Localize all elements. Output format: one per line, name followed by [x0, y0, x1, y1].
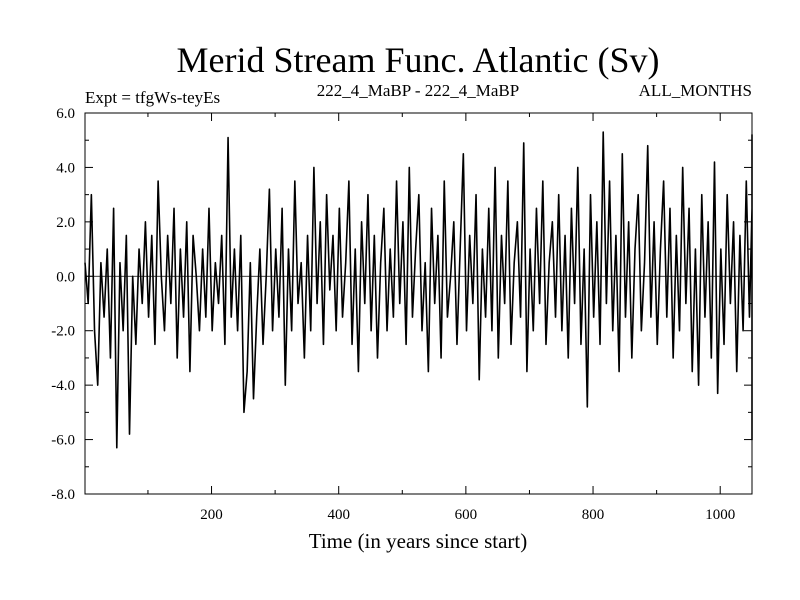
chart-title: Merid Stream Func. Atlantic (Sv): [177, 40, 660, 80]
y-tick-label: -2.0: [51, 324, 75, 340]
x-tick-label: 800: [582, 507, 605, 523]
y-tick-label: -8.0: [51, 487, 75, 503]
chart-subtitle-center: 222_4_MaBP - 222_4_MaBP: [317, 81, 519, 100]
x-tick-label: 600: [455, 507, 478, 523]
y-tick-label: 2.0: [56, 215, 75, 231]
x-tick-label: 200: [200, 507, 223, 523]
chart-subtitle-right: ALL_MONTHS: [639, 81, 752, 100]
y-tick-label: 4.0: [56, 160, 75, 176]
x-tick-label: 400: [327, 507, 350, 523]
y-tick-label: -6.0: [51, 433, 75, 449]
x-axis-label: Time (in years since start): [309, 529, 528, 553]
y-tick-label: 0.0: [56, 269, 75, 285]
series-line: [84, 131, 753, 449]
y-tick-label: 6.0: [56, 106, 75, 122]
x-tick-label: 1000: [705, 507, 735, 523]
plot-area: -8.0 -6.0 -4.0 -2.0 0.0 2.0 4.0 6.0 200 400 600 800…: [51, 106, 753, 523]
chart-subtitle-left: Expt = tfgWs-teyEs: [85, 88, 220, 107]
y-tick-label: -4.0: [51, 378, 75, 394]
